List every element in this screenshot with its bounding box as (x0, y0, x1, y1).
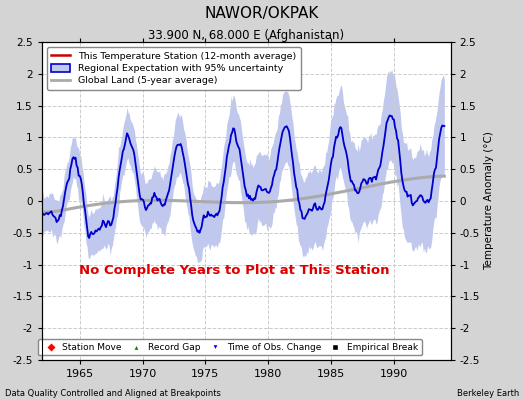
Legend: Station Move, Record Gap, Time of Obs. Change, Empirical Break: Station Move, Record Gap, Time of Obs. C… (38, 339, 422, 356)
Text: Data Quality Controlled and Aligned at Breakpoints: Data Quality Controlled and Aligned at B… (5, 389, 221, 398)
Text: Berkeley Earth: Berkeley Earth (456, 389, 519, 398)
Text: NAWOR/OKPAK: NAWOR/OKPAK (205, 6, 319, 21)
Y-axis label: Temperature Anomaly (°C): Temperature Anomaly (°C) (484, 132, 494, 270)
Text: No Complete Years to Plot at This Station: No Complete Years to Plot at This Statio… (79, 264, 389, 278)
Title: 33.900 N, 68.000 E (Afghanistan): 33.900 N, 68.000 E (Afghanistan) (148, 29, 344, 42)
